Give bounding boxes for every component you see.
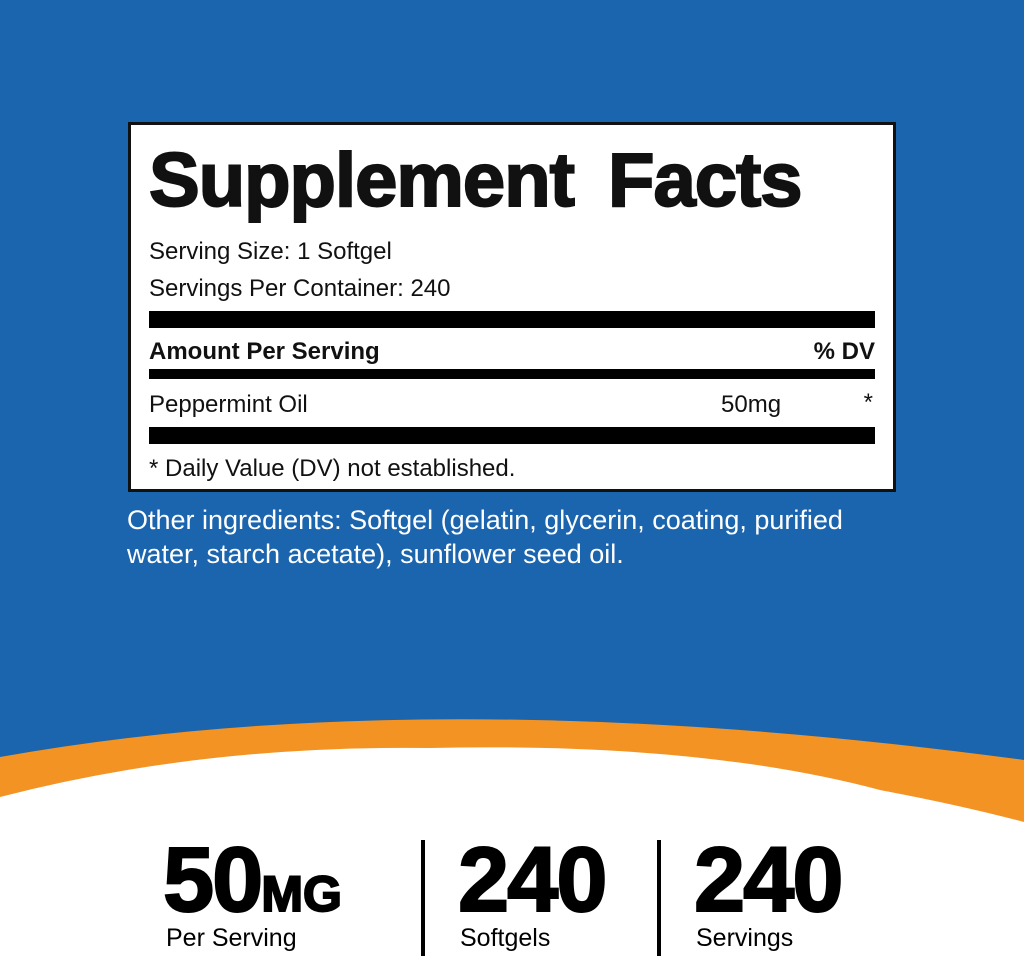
stat-dose-unit: MG xyxy=(260,865,343,923)
stat-dose: 50MG xyxy=(162,828,343,933)
footnote: * Daily Value (DV) not established. xyxy=(149,455,516,482)
supplement-facts-panel: Supplement Facts Serving Size: 1 Softgel… xyxy=(128,122,896,492)
stat-servings-label: Servings xyxy=(696,924,794,952)
divider-medium xyxy=(149,369,875,379)
white-base xyxy=(0,747,1024,958)
dv-header: % DV xyxy=(813,338,875,365)
divider-thick-bottom xyxy=(149,427,875,444)
serving-size: Serving Size: 1 Softgel xyxy=(149,238,392,265)
stat-softgels-value: 240 xyxy=(457,828,608,932)
facts-title: Supplement Facts xyxy=(148,137,804,224)
stat-dose-value: 50 xyxy=(162,828,264,932)
other-ingredients: Other ingredients: Softgel (gelatin, gly… xyxy=(127,505,843,569)
stat-dose-label: Per Serving xyxy=(166,924,297,952)
divider-thick xyxy=(149,311,875,328)
stat-divider xyxy=(657,840,661,956)
stat-divider xyxy=(421,840,425,956)
stat-servings-value: 240 xyxy=(693,828,844,932)
servings-per-container: Servings Per Container: 240 xyxy=(149,275,451,302)
ingredient-amount: 50mg xyxy=(721,391,782,418)
ingredient-dv: * xyxy=(863,389,873,416)
amount-per-serving-header: Amount Per Serving xyxy=(149,338,380,365)
ingredient-name: Peppermint Oil xyxy=(149,391,308,418)
stat-softgels-label: Softgels xyxy=(460,924,551,952)
